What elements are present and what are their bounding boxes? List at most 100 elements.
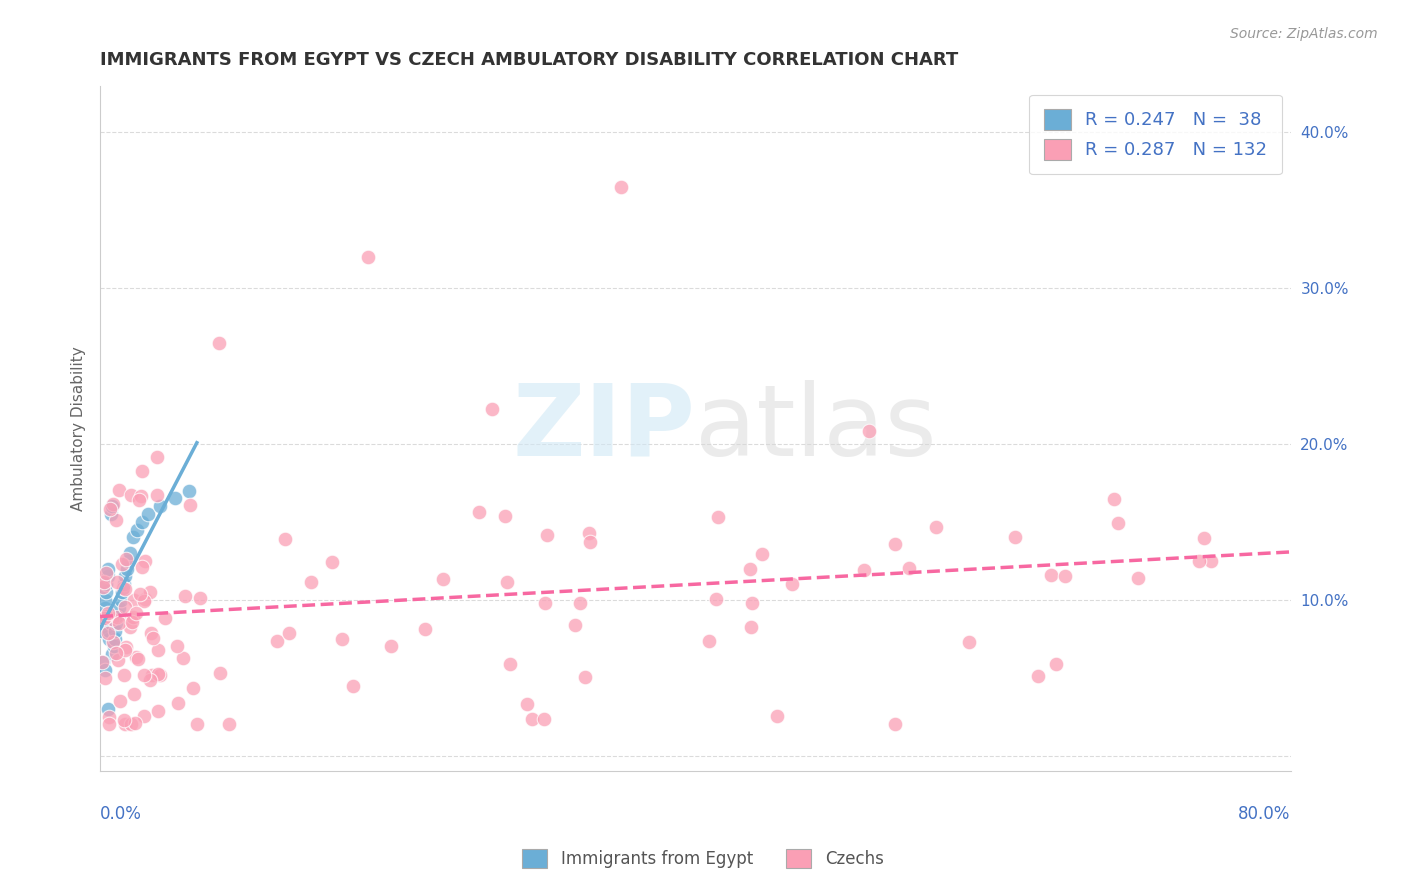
Point — [148, 642, 170, 657]
Point — [110, 592, 132, 607]
Point — [114, 599, 136, 614]
Point — [93, 575, 115, 590]
Point — [172, 651, 194, 665]
Point — [105, 574, 128, 589]
Point — [432, 572, 454, 586]
Point — [125, 649, 148, 664]
Point — [330, 632, 353, 647]
Point — [897, 560, 920, 574]
Point — [1201, 554, 1223, 568]
Point — [97, 569, 120, 583]
Point — [131, 489, 153, 503]
Point — [101, 635, 124, 649]
Point — [112, 668, 135, 682]
Point — [536, 527, 558, 541]
Point — [121, 615, 143, 629]
Point — [118, 620, 141, 634]
Point — [564, 617, 586, 632]
Point — [516, 698, 538, 712]
Point — [93, 663, 115, 677]
Point — [118, 546, 141, 560]
Point — [494, 509, 516, 524]
Point — [101, 496, 124, 510]
Point — [579, 535, 602, 549]
Point — [1045, 657, 1067, 672]
Point — [782, 577, 804, 591]
Point — [132, 708, 155, 723]
Point — [127, 652, 149, 666]
Point — [111, 585, 134, 599]
Point — [173, 589, 195, 603]
Point — [134, 668, 156, 682]
Point — [115, 551, 138, 566]
Point — [136, 507, 159, 521]
Point — [90, 655, 112, 669]
Point — [188, 591, 211, 606]
Point — [149, 668, 172, 682]
Point — [100, 612, 122, 626]
Point — [91, 655, 114, 669]
Point — [93, 611, 115, 625]
Text: atlas: atlas — [696, 380, 936, 477]
Point — [100, 507, 122, 521]
Point — [522, 712, 544, 726]
Point — [112, 577, 135, 591]
Point — [858, 424, 880, 438]
Point — [1053, 569, 1076, 583]
Point — [108, 483, 131, 497]
Point — [884, 717, 907, 731]
Point — [707, 509, 730, 524]
Point — [186, 717, 208, 731]
Point — [299, 575, 322, 590]
Point — [114, 642, 136, 657]
Point — [697, 633, 720, 648]
Point — [738, 562, 761, 576]
Point — [146, 450, 169, 464]
Point — [208, 335, 231, 350]
Point — [321, 555, 343, 569]
Point — [121, 609, 143, 624]
Point — [149, 500, 172, 514]
Point — [218, 717, 240, 731]
Point — [179, 483, 201, 498]
Point — [704, 592, 727, 607]
Point — [101, 500, 124, 514]
Point — [131, 515, 153, 529]
Text: IMMIGRANTS FROM EGYPT VS CZECH AMBULATORY DISABILITY CORRELATION CHART: IMMIGRANTS FROM EGYPT VS CZECH AMBULATOR… — [100, 51, 959, 69]
Point — [107, 653, 129, 667]
Point — [134, 554, 156, 568]
Point — [112, 713, 135, 727]
Point — [94, 577, 117, 591]
Point — [104, 632, 127, 646]
Point — [108, 615, 131, 630]
Point — [852, 563, 875, 577]
Point — [125, 606, 148, 620]
Point — [884, 537, 907, 551]
Point — [107, 608, 129, 623]
Point — [1026, 669, 1049, 683]
Point — [114, 640, 136, 655]
Point — [1102, 492, 1125, 507]
Point — [578, 525, 600, 540]
Point — [131, 559, 153, 574]
Point — [610, 179, 633, 194]
Point — [97, 561, 120, 575]
Point — [179, 498, 201, 512]
Point — [104, 513, 127, 527]
Point — [740, 620, 762, 634]
Point — [131, 464, 153, 478]
Point — [118, 611, 141, 625]
Point — [105, 610, 128, 624]
Point — [104, 624, 127, 638]
Point — [167, 696, 190, 710]
Point — [121, 530, 143, 544]
Point — [91, 616, 114, 631]
Point — [1192, 531, 1215, 545]
Y-axis label: Ambulatory Disability: Ambulatory Disability — [72, 346, 86, 511]
Point — [1004, 530, 1026, 544]
Point — [96, 606, 118, 620]
Point — [94, 566, 117, 580]
Point — [94, 608, 117, 623]
Point — [105, 616, 128, 631]
Point — [105, 646, 128, 660]
